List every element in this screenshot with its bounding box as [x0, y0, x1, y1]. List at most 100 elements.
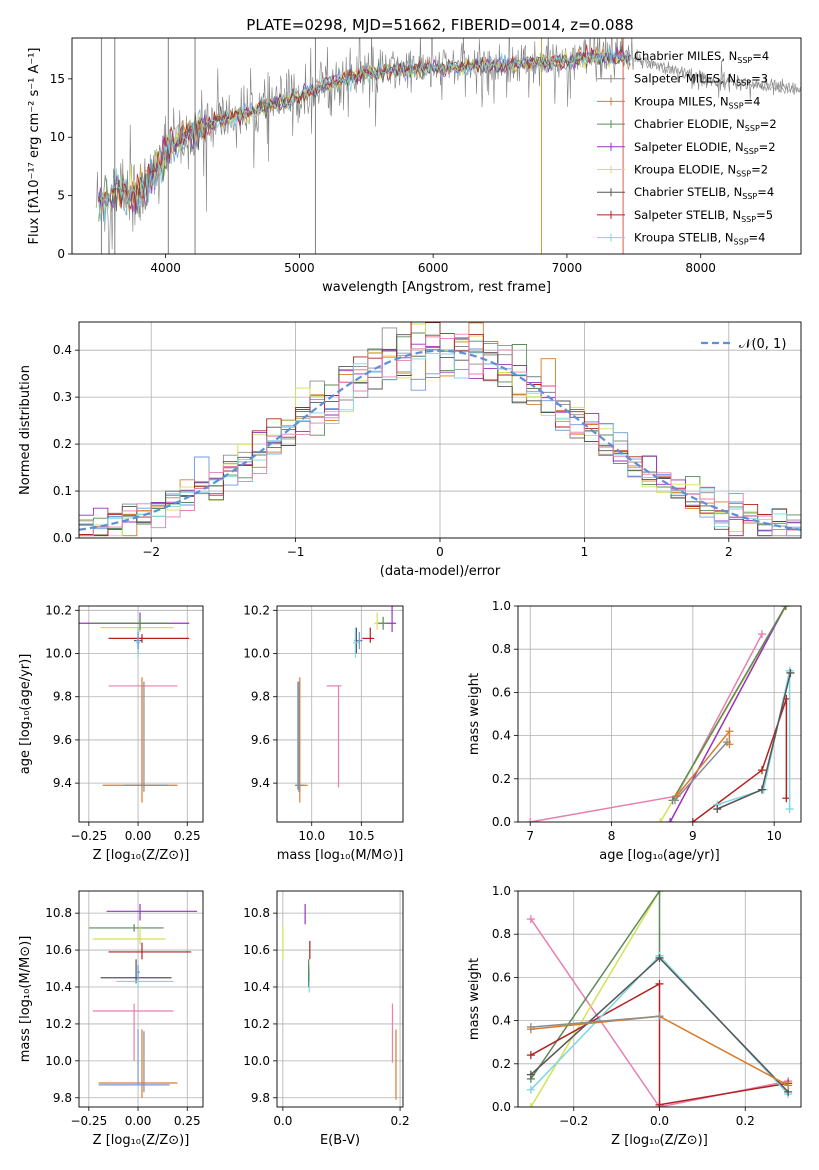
y-axis-label: Normed distribution — [18, 365, 33, 495]
y-tick-label: 0.6 — [492, 970, 511, 984]
weight-series-line — [671, 606, 787, 801]
axes-frame — [517, 605, 802, 823]
x-axis-label: mass [log₁₀(M/M⊙)] — [277, 848, 404, 863]
y-tick-label: 10.8 — [45, 906, 72, 920]
y-tick-label: 10.0 — [45, 1054, 72, 1068]
error-bar-point — [378, 616, 389, 630]
spectrum-legend: Chabrier MILES, NSSP=4 Salpeter MILES, NS… — [597, 49, 777, 247]
y-tick-label: 10.2 — [243, 603, 270, 617]
weight-point-marker — [666, 818, 675, 822]
x-tick-label: 5000 — [284, 261, 315, 275]
x-tick-label: −0.25 — [70, 829, 107, 843]
x-tick-label: −2 — [142, 545, 160, 559]
weight-point-marker — [655, 891, 664, 895]
weight-point-marker — [655, 1012, 664, 1021]
weight-point-marker — [526, 1103, 535, 1107]
plot-area-weight_vs_Z — [518, 891, 801, 1107]
histogram-step — [79, 334, 801, 537]
legend-label: Salpeter MILES, NSSP=3 — [634, 72, 768, 88]
weight-point-marker — [757, 766, 766, 775]
legend-label: Kroupa STELIB, NSSP=4 — [634, 231, 765, 247]
y-tick-label: 0.0 — [492, 815, 511, 829]
y-tick-label: 9.8 — [53, 690, 72, 704]
error-bar-point — [92, 926, 166, 945]
weight-point-marker — [526, 915, 535, 924]
x-tick-label: 4000 — [150, 261, 181, 275]
axes-frame — [78, 321, 802, 539]
x-tick-label: 0.0 — [650, 1114, 669, 1128]
weight-point-marker — [655, 1100, 664, 1107]
y-tick-label: 10.0 — [243, 1054, 270, 1068]
x-tick-label: 8 — [608, 829, 616, 843]
plot-area-mass_vs_ebv — [277, 891, 403, 1107]
x-axis-label: Z [log₁₀(Z/Z⊙)] — [93, 848, 190, 863]
y-tick-label: 9.6 — [251, 733, 270, 747]
y-tick-label: 0.4 — [492, 729, 511, 743]
weight-series-line — [530, 1015, 660, 1028]
model-fit-extension — [633, 56, 801, 95]
y-tick-label: 9.8 — [53, 1091, 72, 1105]
x-tick-label: 0 — [436, 545, 444, 559]
axes-frame — [78, 605, 204, 823]
y-tick-label: 5 — [57, 189, 65, 203]
x-tick-label: 0.2 — [391, 1114, 410, 1128]
axes-frame — [517, 890, 802, 1108]
weight-point-marker — [784, 1081, 793, 1090]
x-tick-label: −0.25 — [70, 1114, 107, 1128]
plot-area-mass_vs_Z — [79, 891, 203, 1107]
x-tick-label: 0.25 — [174, 829, 201, 843]
y-tick-label: 15 — [50, 72, 65, 86]
weight-point-marker — [656, 818, 665, 822]
x-axis-label: (data-model)/error — [380, 564, 501, 579]
x-tick-label: 10.5 — [348, 829, 375, 843]
y-tick-label: 10.2 — [45, 1017, 72, 1031]
panel-age_vs_Z: −0.25 0.00 0.25 9.4 9.6 9.8 10.0 10.2 Z [log₁₀(Z… — [18, 603, 204, 863]
y-tick-label: 10.0 — [243, 647, 270, 661]
x-tick-label: 7 — [526, 829, 534, 843]
weight-point-marker — [655, 979, 664, 988]
x-tick-label: 7000 — [552, 261, 583, 275]
y-tick-label: 10.2 — [45, 603, 72, 617]
weight-series-line — [530, 891, 661, 1080]
x-tick-label: −0.2 — [559, 1114, 588, 1128]
weight-point-marker — [757, 785, 766, 794]
x-axis-label: wavelength [Angstrom, rest frame] — [322, 280, 551, 295]
legend-label: Chabrier STELIB, NSSP=4 — [634, 185, 774, 201]
legend-gaussian-label: 𝒩(0, 1) — [739, 337, 786, 352]
y-tick-label: 0.4 — [53, 343, 72, 357]
weight-series-line — [530, 633, 763, 822]
error-bar-point — [116, 966, 174, 987]
y-tick-label: 10.6 — [243, 943, 270, 957]
error-bar-point — [98, 1029, 170, 1086]
error-bar-point — [136, 964, 141, 980]
y-tick-label: 10.2 — [243, 1017, 270, 1031]
y-axis-label: mass weight — [467, 673, 482, 755]
x-axis-label: Z [log₁₀(Z/Z⊙)] — [93, 1133, 190, 1148]
y-tick-label: 9.4 — [251, 776, 270, 790]
weight-point-marker — [786, 668, 795, 677]
y-tick-label: 0.6 — [492, 685, 511, 699]
weight-series-line — [669, 606, 787, 822]
y-tick-label: 9.4 — [53, 776, 72, 790]
plot-area-spectrum — [95, 38, 801, 254]
y-tick-label: 1.0 — [492, 599, 511, 613]
x-tick-label: 10 — [767, 829, 782, 843]
error-bar-point — [92, 1003, 174, 1061]
weight-point-marker — [782, 606, 791, 610]
weight-point-marker — [757, 630, 766, 639]
weight-point-marker — [713, 805, 722, 814]
weight-point-marker — [781, 606, 790, 610]
weight-series-line — [530, 891, 661, 1107]
error-bar-point — [106, 903, 198, 921]
error-bar-point — [108, 685, 178, 788]
y-tick-label: 10.6 — [45, 943, 72, 957]
model-fit-line — [98, 47, 631, 224]
x-tick-label: 0.00 — [125, 1114, 152, 1128]
x-tick-label: 2 — [725, 545, 733, 559]
x-tick-label: 0.0 — [273, 1114, 292, 1128]
x-tick-label: 8000 — [685, 261, 716, 275]
panel-spectrum: 4000 5000 6000 7000 8000 0 5 10 15 wavelength [An… — [27, 37, 802, 295]
y-tick-label: 0.0 — [492, 1100, 511, 1114]
x-tick-label: 1 — [581, 545, 589, 559]
weight-point-marker — [785, 805, 794, 814]
